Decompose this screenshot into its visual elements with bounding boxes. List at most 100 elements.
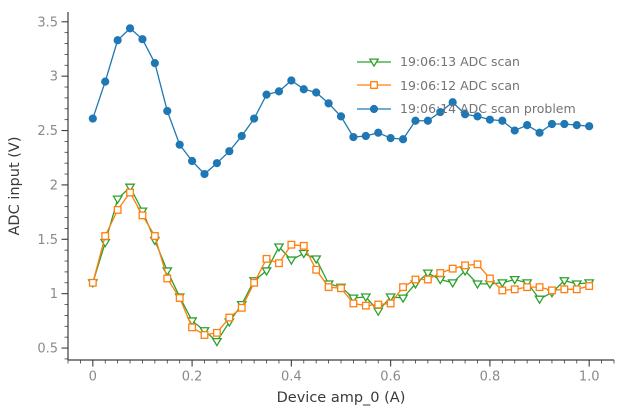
data-point-marker-circle — [485, 115, 495, 124]
data-point-marker-triangle-down — [360, 293, 372, 303]
data-point-marker-circle — [113, 36, 122, 45]
y-tick-label: 3.5 — [37, 15, 58, 30]
data-point-marker-square — [262, 254, 271, 263]
data-point-marker-circle — [312, 88, 321, 97]
data-point-marker-square — [572, 285, 581, 294]
data-point-marker-triangle-down — [372, 307, 384, 317]
data-point-marker-square — [448, 264, 457, 273]
legend-label: 19:06:12 ADC scan — [400, 77, 520, 93]
data-point-marker-square — [200, 331, 209, 339]
data-point-marker-square — [349, 299, 358, 308]
data-point-marker-square — [411, 275, 420, 284]
data-point-marker-triangle-down — [447, 279, 459, 289]
y-tick-label: 2.5 — [37, 124, 58, 139]
data-point-marker-triangle-down — [310, 255, 322, 265]
data-point-marker-circle — [374, 128, 383, 137]
data-point-marker-square — [535, 283, 544, 292]
data-point-marker-square — [510, 285, 519, 294]
y-tick-label: 0.5 — [37, 342, 58, 357]
data-point-marker-triangle-down — [112, 195, 123, 205]
data-point-marker-circle — [560, 119, 569, 129]
x-tick-label: 1.0 — [579, 370, 600, 385]
data-point-marker-circle — [125, 24, 135, 33]
data-point-marker-triangle-down — [286, 256, 297, 266]
legend-item: 19:06:12 ADC scan — [356, 74, 576, 98]
data-point-marker-square — [337, 284, 345, 293]
data-point-marker-triangle-down — [124, 183, 136, 193]
data-point-marker-circle — [200, 169, 209, 179]
data-point-marker-triangle-down — [559, 277, 570, 286]
data-point-marker-square — [473, 260, 482, 269]
data-point-marker-square — [163, 274, 172, 283]
data-point-marker-triangle-down — [397, 294, 409, 304]
data-point-marker-square — [126, 188, 134, 197]
data-point-marker-square — [275, 259, 283, 268]
data-point-marker-square — [361, 301, 370, 310]
data-point-marker-circle — [398, 135, 408, 144]
data-point-marker-triangle-down — [472, 280, 483, 290]
data-point-marker-square — [485, 274, 494, 283]
data-point-marker-square — [113, 205, 122, 214]
data-point-marker-circle — [250, 114, 259, 123]
data-point-marker-circle — [88, 114, 97, 123]
data-point-marker-circle — [361, 131, 370, 141]
data-point-marker-square — [188, 323, 197, 332]
data-point-marker-circle — [460, 110, 470, 119]
data-point-marker-square — [374, 300, 383, 309]
x-tick-label: 0.2 — [182, 370, 203, 385]
data-point-marker-circle — [523, 121, 532, 130]
legend-label: 19:06:13 ADC scan — [400, 54, 520, 70]
data-point-marker-circle — [324, 99, 333, 108]
data-point-marker-circle — [498, 116, 507, 125]
data-point-marker-circle — [225, 147, 234, 156]
y-tick-label: 2 — [50, 178, 58, 193]
data-point-marker-triangle-down — [534, 295, 545, 305]
y-axis-label: ADC input (V) — [7, 136, 23, 236]
data-point-marker-square — [175, 294, 184, 302]
data-point-marker-triangle-down — [496, 279, 508, 289]
data-point-marker-square — [237, 303, 246, 312]
y-tick-label: 1 — [50, 287, 58, 302]
legend-item: 19:06:14 ADC scan problem — [356, 97, 576, 121]
data-point-marker-circle — [287, 76, 296, 85]
series-19-06-12-adc-scan — [88, 188, 594, 339]
data-point-marker-circle — [336, 112, 346, 121]
data-point-marker-square — [585, 282, 594, 290]
data-point-marker-triangle-down — [368, 58, 380, 68]
data-point-marker-triangle-down — [348, 294, 359, 304]
y-tick-label: 3 — [50, 70, 58, 85]
data-point-marker-circle — [163, 106, 172, 116]
data-point-marker-triangle-down — [211, 337, 223, 347]
data-point-marker-square — [150, 232, 159, 240]
data-point-marker-circle — [369, 104, 379, 114]
data-point-marker-circle — [138, 35, 147, 44]
data-point-marker-square — [548, 286, 556, 295]
data-point-marker-square — [324, 283, 333, 292]
data-point-marker-circle — [510, 126, 519, 135]
data-point-marker-square — [312, 265, 321, 274]
series-line — [92, 186, 590, 343]
data-point-marker-square — [250, 278, 259, 287]
x-tick-label: 0 — [89, 370, 97, 385]
data-point-marker-circle — [386, 134, 395, 143]
data-point-marker-square — [370, 81, 378, 90]
data-point-marker-square — [212, 328, 221, 337]
data-point-marker-triangle-down — [261, 267, 272, 277]
data-point-marker-circle — [175, 140, 184, 149]
y-tick-label: 1.5 — [37, 233, 58, 248]
data-point-marker-circle — [262, 90, 271, 99]
data-point-marker-square — [138, 211, 147, 220]
data-point-marker-square — [88, 278, 97, 287]
data-point-marker-square — [498, 286, 507, 295]
legend-sample-circle-icon — [357, 104, 391, 114]
data-point-marker-square — [461, 261, 470, 270]
data-point-marker-circle — [535, 128, 544, 137]
data-point-marker-triangle-down — [385, 293, 396, 303]
data-point-marker-triangle-down — [571, 280, 583, 290]
data-point-marker-square — [225, 313, 234, 322]
data-point-marker-square — [523, 283, 532, 292]
data-point-marker-square — [399, 283, 407, 292]
data-point-marker-circle — [448, 98, 457, 107]
series-19-06-13-adc-scan — [87, 183, 595, 347]
